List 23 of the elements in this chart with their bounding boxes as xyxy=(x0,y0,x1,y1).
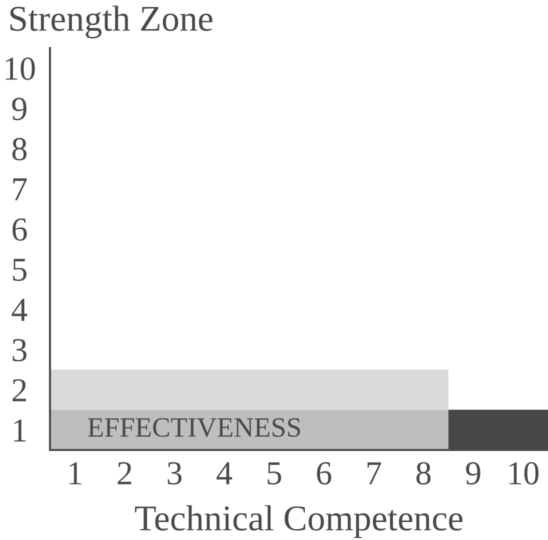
x-tick-label: 5 xyxy=(268,462,282,485)
x-tick-label: 3 xyxy=(168,462,182,485)
x-tick-label: 1 xyxy=(70,462,82,484)
annotation: EFFECTIVENESS xyxy=(88,418,300,437)
y-tick-label: 8 xyxy=(12,138,27,160)
x-tick-label: 8 xyxy=(416,462,431,485)
x-axis-title: Technical Competence xyxy=(134,505,462,538)
y-tick-label: 2 xyxy=(12,379,26,402)
y-tick-label: 10 xyxy=(6,58,35,80)
x-tick-label: 6 xyxy=(317,462,332,485)
y-tick-label: 9 xyxy=(12,98,26,120)
y-tick-label: 3 xyxy=(12,338,26,362)
y-tick-label: 1 xyxy=(14,419,26,442)
x-tick-label: 7 xyxy=(368,462,382,484)
y-tick-label: 5 xyxy=(13,258,26,281)
x-tick-label: 4 xyxy=(216,462,232,484)
x-tick-label: 9 xyxy=(466,462,480,485)
y-tick-label: 7 xyxy=(13,178,27,200)
x-tick-label: 10 xyxy=(509,462,538,485)
y-tick-label: 6 xyxy=(12,218,27,241)
y-axis-title: Strength Zone xyxy=(10,6,212,38)
y-tick-label: 4 xyxy=(12,298,28,321)
x-tick-label: 2 xyxy=(118,462,132,484)
